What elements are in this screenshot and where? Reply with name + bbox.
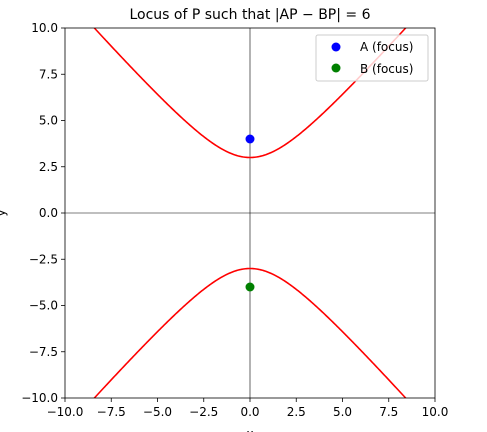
legend: A (focus) B (focus): [315, 34, 429, 82]
legend-marker-b: [331, 63, 341, 73]
x-tick-label: 2.5: [287, 405, 306, 419]
x-tick-label: 0.0: [240, 405, 259, 419]
y-axis-label: y: [0, 209, 8, 216]
y-tick-label: −10.0: [21, 391, 58, 405]
lower-branch-line: [93, 267, 407, 398]
x-tick-label: −5.0: [143, 405, 172, 419]
focus-points: [245, 134, 255, 292]
y-tick-label: −5.0: [29, 299, 58, 313]
x-axis-ticks: −10.0 −7.5 −5.0 −2.5 0.0 2.5 5.0 7.5 10.0: [47, 398, 449, 419]
legend-box: [315, 34, 429, 82]
y-axis-ticks: −10.0 −7.5 −5.0 −2.5 0.0 2.5 5.0 7.5 10.0: [21, 21, 65, 405]
x-tick-label: −2.5: [189, 405, 218, 419]
y-tick-label: 7.5: [39, 67, 58, 81]
legend-marker-a: [331, 42, 341, 52]
y-tick-label: 5.0: [39, 114, 58, 128]
x-tick-label: 7.5: [379, 405, 398, 419]
x-tick-label: 10.0: [422, 405, 449, 419]
x-tick-label: −7.5: [97, 405, 126, 419]
y-tick-label: 2.5: [39, 160, 58, 174]
x-tick-label: −10.0: [47, 405, 84, 419]
y-tick-label: 0.0: [39, 206, 58, 220]
y-tick-label: 10.0: [31, 21, 58, 35]
focus-b-point: [245, 282, 255, 292]
y-tick-label: −2.5: [29, 252, 58, 266]
reference-lines: [65, 28, 435, 398]
focus-a-point: [245, 134, 255, 144]
x-tick-label: 5.0: [333, 405, 352, 419]
legend-label-a: A (focus): [360, 40, 413, 54]
legend-label-b: B (focus): [360, 62, 413, 76]
y-tick-label: −7.5: [29, 345, 58, 359]
chart-title: Locus of P such that |AP − BP| = 6: [129, 7, 370, 23]
x-axis-label: x: [246, 427, 253, 432]
